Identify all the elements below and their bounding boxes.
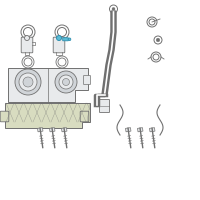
Polygon shape xyxy=(5,103,90,128)
Circle shape xyxy=(22,56,34,68)
Circle shape xyxy=(154,36,162,44)
FancyBboxPatch shape xyxy=(100,99,110,112)
Circle shape xyxy=(23,77,33,87)
FancyBboxPatch shape xyxy=(84,75,90,84)
Circle shape xyxy=(156,38,160,42)
Polygon shape xyxy=(126,128,131,132)
Circle shape xyxy=(19,73,37,91)
Circle shape xyxy=(24,36,30,40)
Circle shape xyxy=(112,7,115,10)
Polygon shape xyxy=(138,128,143,132)
Polygon shape xyxy=(38,128,43,132)
Circle shape xyxy=(55,71,77,93)
Circle shape xyxy=(149,19,155,25)
Circle shape xyxy=(55,25,69,39)
Circle shape xyxy=(15,69,41,95)
Polygon shape xyxy=(8,68,88,102)
Circle shape xyxy=(110,5,118,13)
Polygon shape xyxy=(62,128,67,132)
Circle shape xyxy=(24,27,32,36)
Circle shape xyxy=(58,58,66,66)
Circle shape xyxy=(153,54,159,60)
FancyBboxPatch shape xyxy=(53,37,65,53)
FancyBboxPatch shape xyxy=(63,38,68,41)
Circle shape xyxy=(151,52,161,62)
Circle shape xyxy=(24,58,32,66)
Circle shape xyxy=(59,75,73,89)
FancyBboxPatch shape xyxy=(0,111,9,122)
Circle shape xyxy=(68,38,71,41)
Circle shape xyxy=(56,56,68,68)
Polygon shape xyxy=(150,128,155,132)
Circle shape xyxy=(62,78,70,86)
FancyBboxPatch shape xyxy=(80,111,89,122)
Polygon shape xyxy=(50,128,55,132)
FancyBboxPatch shape xyxy=(21,37,33,53)
Circle shape xyxy=(57,36,62,40)
Circle shape xyxy=(21,25,35,39)
Circle shape xyxy=(147,17,157,27)
Circle shape xyxy=(58,27,66,36)
